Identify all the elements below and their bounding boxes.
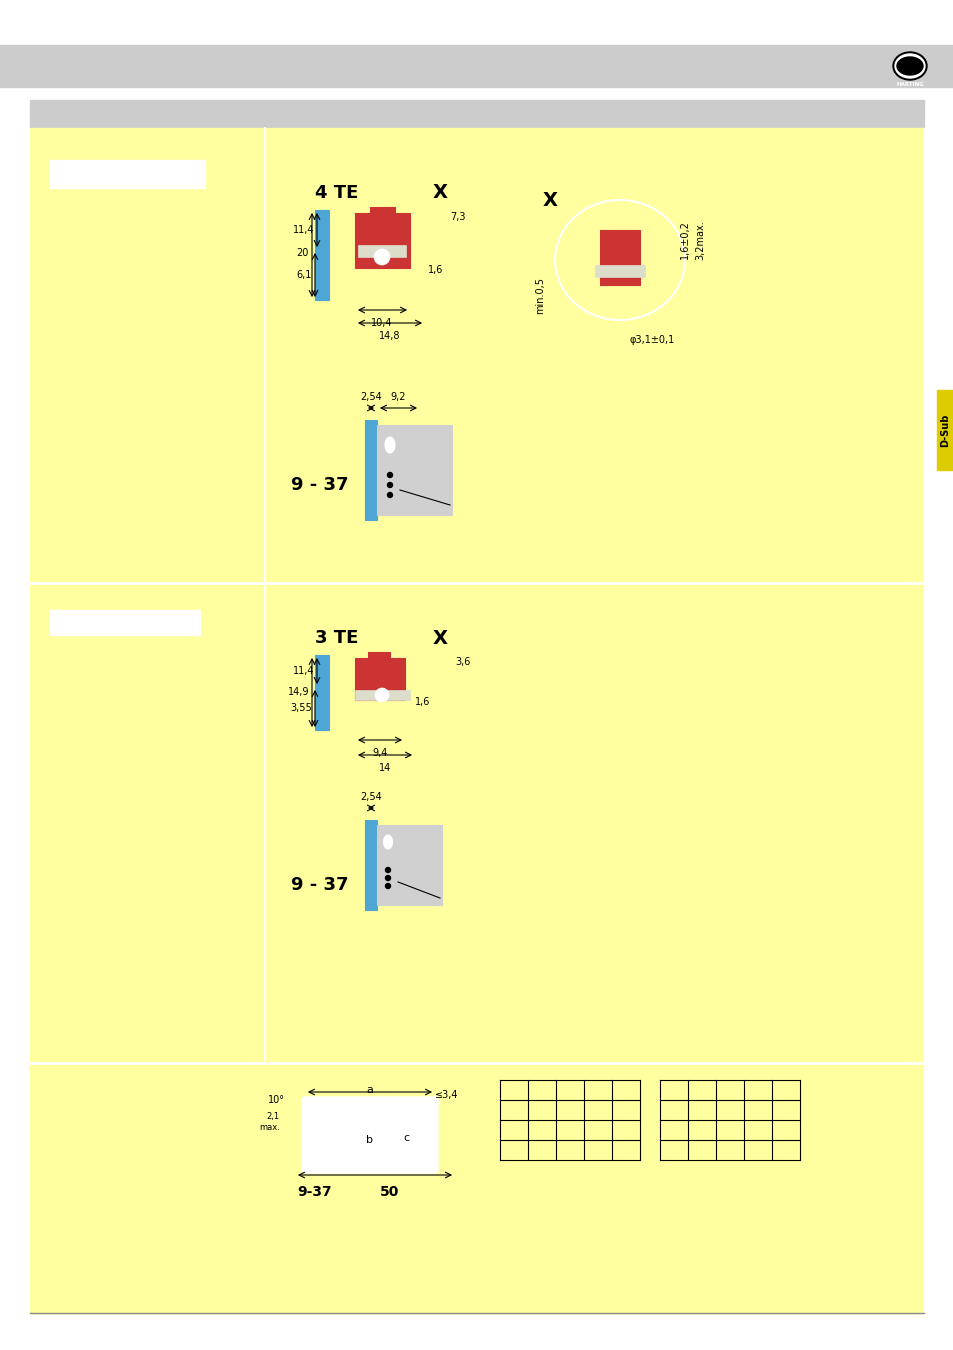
Circle shape — [364, 1129, 375, 1141]
Text: X: X — [432, 629, 447, 648]
Text: 9,2: 9,2 — [390, 392, 405, 402]
Text: 3,55: 3,55 — [290, 703, 312, 713]
Bar — [368, 652, 390, 660]
Text: 14,9: 14,9 — [287, 687, 309, 697]
Text: 6,1: 6,1 — [296, 270, 312, 279]
Text: 2,54: 2,54 — [359, 392, 381, 402]
Circle shape — [385, 868, 390, 872]
Bar — [357, 244, 406, 256]
Bar — [30, 128, 923, 1314]
Bar — [376, 825, 441, 905]
Bar — [35, 134, 260, 167]
Ellipse shape — [896, 57, 923, 76]
Circle shape — [375, 688, 389, 702]
Text: 9,4: 9,4 — [372, 748, 387, 757]
Text: 10,4: 10,4 — [371, 319, 393, 328]
Text: min.0,5: min.0,5 — [535, 277, 544, 313]
Circle shape — [387, 482, 392, 487]
Bar — [30, 100, 923, 128]
Ellipse shape — [894, 54, 924, 78]
Text: ≤3,4: ≤3,4 — [435, 1089, 458, 1100]
Text: D-Sub: D-Sub — [940, 413, 949, 447]
Circle shape — [387, 493, 392, 498]
Circle shape — [387, 472, 392, 478]
Bar — [365, 819, 376, 910]
Bar — [50, 610, 200, 634]
Text: 1,6: 1,6 — [428, 265, 443, 275]
Text: c: c — [403, 1133, 410, 1143]
Ellipse shape — [892, 53, 926, 80]
Text: φ3,1±0,1: φ3,1±0,1 — [629, 335, 675, 346]
Text: 3,2max.: 3,2max. — [695, 220, 704, 259]
Text: 11,4: 11,4 — [293, 666, 314, 676]
Text: 9-37: 9-37 — [297, 1185, 332, 1199]
Circle shape — [385, 883, 390, 888]
Text: 14: 14 — [378, 763, 391, 774]
Text: X: X — [432, 184, 447, 202]
Text: 4 TE: 4 TE — [314, 184, 358, 202]
Bar — [355, 213, 410, 269]
FancyBboxPatch shape — [302, 1098, 437, 1173]
Text: 2,1
max.: 2,1 max. — [259, 1112, 280, 1131]
Text: 2,54: 2,54 — [359, 792, 381, 802]
Bar — [355, 657, 405, 701]
Ellipse shape — [385, 437, 395, 454]
Bar — [599, 230, 639, 285]
Bar — [50, 162, 200, 188]
Text: 9 - 37: 9 - 37 — [291, 876, 349, 894]
Ellipse shape — [383, 836, 392, 849]
Text: X: X — [542, 190, 557, 209]
Text: 7,3: 7,3 — [450, 212, 465, 221]
Text: 10°: 10° — [268, 1095, 285, 1106]
Text: HARTING: HARTING — [895, 82, 923, 86]
Circle shape — [385, 876, 390, 880]
Bar — [370, 207, 395, 217]
Text: 1,6±0,2: 1,6±0,2 — [679, 220, 689, 259]
Bar — [314, 211, 329, 300]
Text: 50: 50 — [380, 1185, 399, 1199]
Text: 11,4: 11,4 — [293, 225, 314, 235]
Circle shape — [374, 248, 390, 265]
Bar — [355, 690, 410, 701]
Text: 3 TE: 3 TE — [314, 629, 358, 647]
Text: a: a — [366, 1085, 373, 1095]
Bar — [30, 128, 923, 1314]
Bar — [0, 45, 953, 86]
Bar — [376, 425, 452, 514]
Text: 1,6: 1,6 — [415, 697, 430, 707]
Bar — [50, 161, 205, 188]
Text: 20: 20 — [296, 248, 309, 258]
Text: b: b — [366, 1135, 374, 1145]
Bar — [936, 390, 953, 470]
Bar — [314, 655, 329, 730]
Bar — [30, 1062, 923, 1314]
Bar — [365, 420, 376, 520]
Bar — [595, 265, 644, 277]
Text: 3,6: 3,6 — [455, 657, 470, 667]
Text: 9 - 37: 9 - 37 — [291, 477, 349, 494]
Text: 14,8: 14,8 — [379, 331, 400, 342]
